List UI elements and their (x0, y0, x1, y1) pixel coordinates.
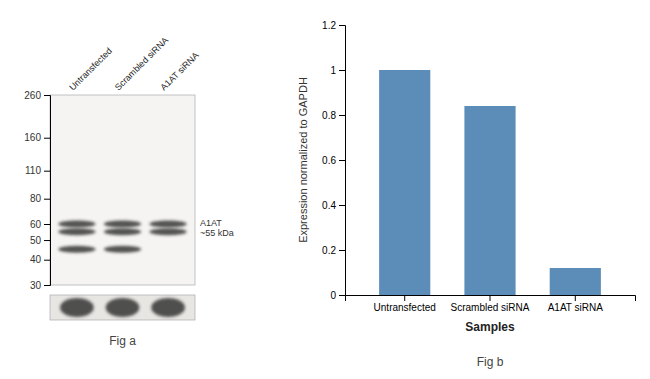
lane-label: Untransfected (67, 46, 114, 93)
y-tick-label: 0.4 (322, 200, 336, 211)
x-axis-title: Samples (465, 320, 515, 334)
figure: 260 160 110 80 60 50 40 30 Untransfected Scramble… (0, 0, 650, 379)
y-tick: 0.2 (322, 245, 345, 256)
band (58, 228, 95, 235)
y-tick-mark (339, 70, 345, 71)
band (149, 221, 186, 228)
y-tick-mark (339, 295, 345, 296)
y-tick-mark (339, 205, 345, 206)
x-tick-label: Untransfected (374, 302, 436, 313)
band (104, 246, 141, 253)
y-tick-mark (44, 285, 50, 286)
y-tick: 80 (30, 193, 50, 204)
y-tick-mark (339, 115, 345, 116)
y-tick: 1 (330, 65, 345, 76)
y-tick: 160 (24, 132, 50, 143)
y-tick-label: 40 (30, 254, 42, 265)
bars (379, 70, 601, 295)
loading-control-band (106, 298, 140, 317)
y-tick-mark (44, 240, 50, 241)
y-axis: 0 0.2 0.4 0.6 0.8 1 1.2 (322, 20, 345, 301)
x-tick: Untransfected (374, 295, 436, 313)
band (104, 228, 141, 235)
bar (550, 268, 601, 295)
bands (58, 221, 187, 253)
y-tick-mark (339, 250, 345, 251)
x-tick-label: Scrambled siRNA (451, 302, 530, 313)
x-axis: Untransfected Scrambled siRNA A1AT siRNA (346, 295, 636, 313)
loading-control-band (151, 298, 185, 317)
band (104, 221, 141, 228)
y-tick-label: 1 (330, 65, 336, 76)
x-tick: Scrambled siRNA (451, 295, 530, 313)
y-tick-label: 0 (330, 290, 336, 301)
y-tick-label: 60 (30, 219, 42, 230)
y-tick-label: 260 (24, 90, 41, 101)
y-axis-line (339, 26, 346, 296)
y-tick-mark (44, 224, 50, 225)
panel-caption: Fig b (477, 355, 504, 369)
band-annotation: A1AT~55 kDa (200, 218, 234, 238)
panel-caption: Fig a (109, 334, 136, 348)
y-tick-label: 110 (25, 165, 41, 176)
blot-membrane (50, 95, 195, 285)
loading-control-membrane (50, 295, 195, 320)
y-tick: 0 (330, 290, 345, 301)
loading-control-band (60, 298, 94, 317)
y-tick-mark (44, 138, 50, 139)
x-tick-mark (575, 295, 576, 301)
y-tick-label: 0.2 (322, 245, 336, 256)
x-tick: A1AT siRNA (548, 295, 604, 313)
bar-panel: UntransfectedScrambled siRNAA1AT siRNA00… (297, 20, 636, 369)
y-tick-label: 0.6 (322, 155, 336, 166)
y-tick-mark (339, 25, 345, 26)
y-tick: 260 (24, 90, 50, 101)
y-tick: 50 (30, 235, 50, 246)
y-tick: 0.6 (322, 155, 345, 166)
y-tick-label: 1.2 (322, 20, 336, 31)
y-tick-label: 160 (24, 132, 41, 143)
x-tick-mark (490, 295, 491, 301)
loading-control-bands (60, 298, 185, 317)
y-tick: 1.2 (322, 20, 345, 31)
y-tick-mark (44, 199, 50, 200)
y-tick-label: 30 (30, 280, 42, 291)
y-axis-line (44, 96, 51, 286)
y-axis: 260 160 110 80 60 50 40 30 (24, 90, 50, 291)
y-tick-label: 0.8 (322, 110, 336, 121)
x-tick-label: A1AT siRNA (548, 302, 604, 313)
y-axis-title: Expression normalized to GAPDH (297, 77, 309, 243)
bar (464, 106, 515, 295)
y-tick-label: 80 (30, 193, 42, 204)
y-tick-mark (44, 260, 50, 261)
lane-label: A1AT siRNA (158, 50, 200, 92)
x-axis-line (346, 296, 636, 302)
y-tick-mark (44, 95, 50, 96)
x-tick-mark (404, 295, 405, 301)
y-tick: 0.4 (322, 200, 345, 211)
y-tick: 110 (25, 165, 50, 176)
y-tick: 0.8 (322, 110, 345, 121)
band (149, 228, 186, 235)
band (58, 221, 95, 228)
y-tick-label: 50 (30, 235, 42, 246)
bar (379, 70, 430, 295)
band (58, 246, 95, 253)
y-tick: 40 (30, 254, 50, 265)
y-tick-mark (44, 171, 50, 172)
y-tick-mark (339, 160, 345, 161)
blot-panel: 2601601108060504030UntransfectedScramble… (24, 35, 233, 348)
y-tick: 60 (30, 219, 50, 230)
y-tick: 30 (30, 280, 50, 291)
